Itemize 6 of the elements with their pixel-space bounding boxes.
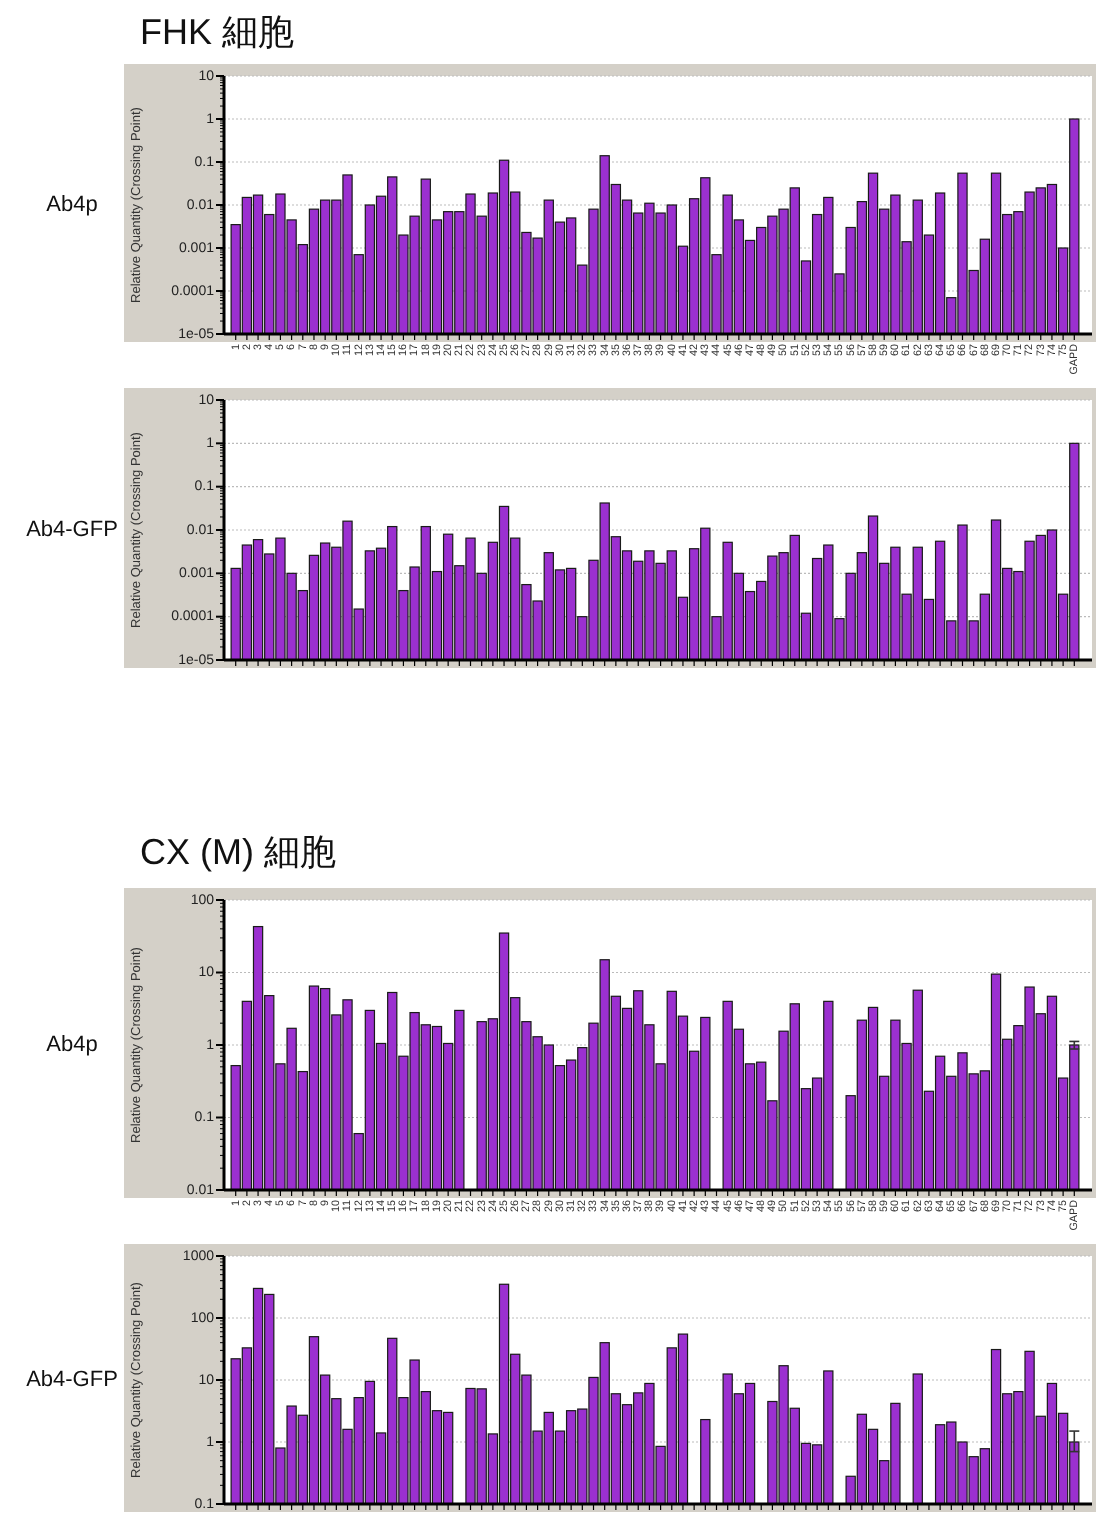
chart-title: CX (M) 細胞 [140,832,336,872]
text: Ab4-GFP [26,517,118,542]
chart-title: FHK 細胞 [140,12,295,52]
text: Ab4p [46,192,98,217]
text: Ab4p [46,1032,98,1057]
text: Ab4-GFP [26,1367,118,1392]
